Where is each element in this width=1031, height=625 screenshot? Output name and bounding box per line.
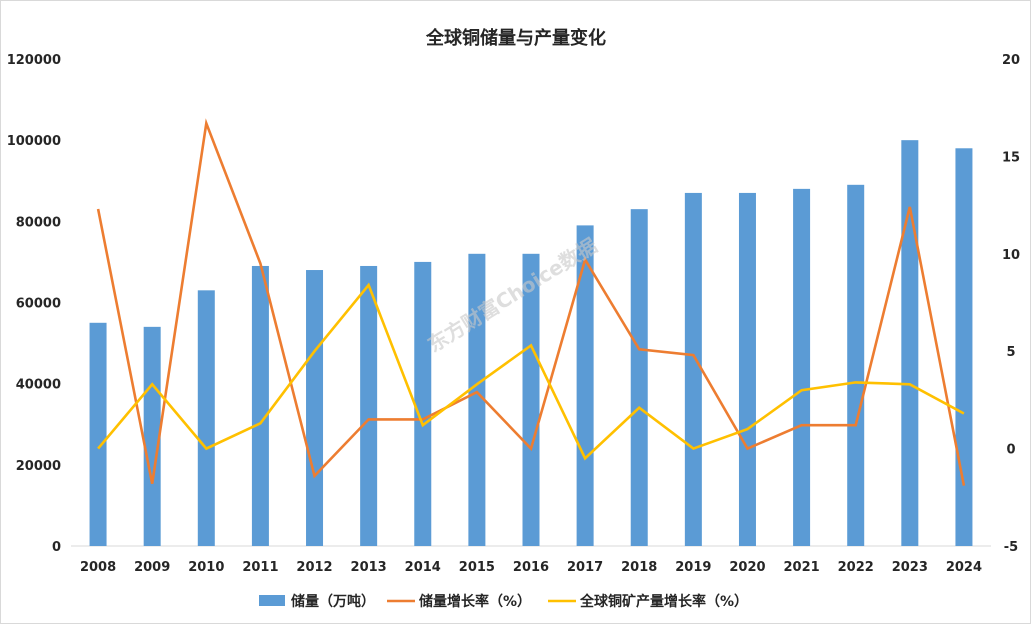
x-tick-label: 2012 xyxy=(296,560,332,575)
x-tick-label: 2014 xyxy=(405,560,441,575)
left-tick-label: 100000 xyxy=(7,134,61,149)
left-tick-label: 20000 xyxy=(16,459,61,474)
x-tick-label: 2008 xyxy=(80,560,116,575)
x-tick-label: 2009 xyxy=(134,560,170,575)
legend-label: 全球铜矿产量增长率（%） xyxy=(579,593,748,610)
chart-title: 全球铜储量与产量变化 xyxy=(425,27,606,49)
legend-label: 储量增长率（%） xyxy=(418,593,531,610)
x-tick-label: 2015 xyxy=(459,560,495,575)
x-tick-label: 2023 xyxy=(892,560,928,575)
x-tick-label: 2022 xyxy=(838,560,874,575)
left-tick-label: 40000 xyxy=(16,378,61,393)
bar-2022 xyxy=(847,185,864,546)
bar-2014 xyxy=(414,262,431,546)
x-tick-label: 2020 xyxy=(729,560,765,575)
right-tick-label: -5 xyxy=(1004,540,1018,555)
bar-2023 xyxy=(901,140,918,546)
bar-2020 xyxy=(739,193,756,546)
bar-2011 xyxy=(252,266,269,546)
plot-area xyxy=(71,123,991,546)
bar-2021 xyxy=(793,189,810,546)
legend: 储量（万吨） 储量增长率（%） 全球铜矿产量增长率（%） xyxy=(259,593,748,610)
left-axis: 0 20000 40000 60000 80000 100000 120000 xyxy=(7,53,61,555)
x-tick-label: 2013 xyxy=(351,560,387,575)
bar-2008 xyxy=(90,323,107,546)
x-tick-label: 2016 xyxy=(513,560,549,575)
x-tick-label: 2010 xyxy=(188,560,224,575)
x-tick-label: 2019 xyxy=(675,560,711,575)
left-tick-label: 0 xyxy=(52,540,61,555)
x-tick-label: 2017 xyxy=(567,560,603,575)
right-tick-label: 10 xyxy=(1002,248,1020,263)
left-tick-label: 80000 xyxy=(16,215,61,230)
bar-2010 xyxy=(198,290,215,546)
bar-2018 xyxy=(631,209,648,546)
x-axis: 2008 2009 2010 2011 2012 2013 2014 2015 2016 2017… xyxy=(80,560,982,575)
right-tick-label: 15 xyxy=(1002,150,1020,165)
left-tick-label: 60000 xyxy=(16,297,61,312)
bar-2024 xyxy=(955,148,972,546)
right-tick-label: 0 xyxy=(1006,443,1015,458)
x-tick-label: 2011 xyxy=(242,560,278,575)
legend-swatch-bar xyxy=(259,595,285,606)
right-tick-label: 5 xyxy=(1006,345,1015,360)
bar-2017 xyxy=(577,225,594,546)
right-tick-label: 20 xyxy=(1002,53,1020,68)
right-axis: -5 0 5 10 15 20 xyxy=(1002,53,1020,555)
x-tick-label: 2021 xyxy=(783,560,819,575)
bar-2019 xyxy=(685,193,702,546)
x-tick-label: 2024 xyxy=(946,560,982,575)
legend-label: 储量（万吨） xyxy=(290,593,375,610)
bar-2013 xyxy=(360,266,377,546)
bar-2012 xyxy=(306,270,323,546)
x-tick-label: 2018 xyxy=(621,560,657,575)
left-tick-label: 120000 xyxy=(7,53,61,68)
